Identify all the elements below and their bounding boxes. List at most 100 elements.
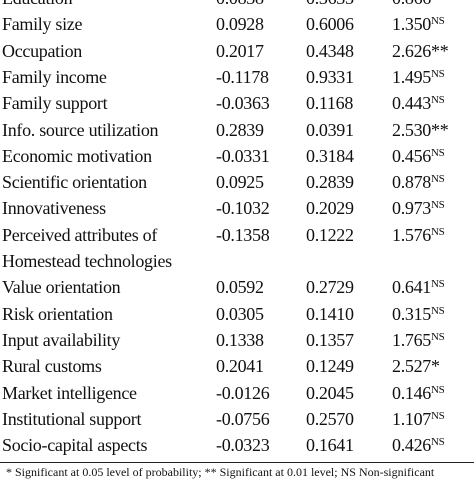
row-label: Institutional support [2, 408, 142, 429]
t-value-text: 1.350 [392, 14, 432, 35]
coefficient: 0.2041 [216, 356, 264, 377]
t-value-text: 2.626** [392, 40, 449, 61]
row-label: Economic motivation [2, 145, 152, 166]
t-value: 2.530** [392, 119, 449, 141]
significance: NS [431, 330, 445, 343]
footnote: * Significant at 0.05 level of probabili… [6, 465, 435, 479]
t-value: 0.866 [392, 0, 431, 9]
t-value: 2.527* [392, 355, 440, 377]
std-error: 0.1168 [306, 93, 354, 114]
t-value-text: 2.527* [392, 356, 440, 377]
t-value: 0.443NS [392, 92, 445, 114]
t-value: 1.495NS [392, 66, 445, 88]
coefficient: 0.2017 [216, 40, 264, 61]
coefficient: -0.1032 [216, 198, 270, 219]
t-value-text: 0.641 [392, 277, 432, 298]
std-error: 0.2045 [306, 382, 354, 403]
row-label: Family income [2, 66, 107, 87]
t-value: 1.765NS [392, 329, 445, 351]
row-label-cont: Homestead technologies [2, 251, 172, 271]
std-error: 0.0391 [306, 119, 354, 140]
table-rule [0, 462, 474, 463]
coefficient: 0.1338 [216, 329, 264, 350]
t-value: 0.973NS [392, 197, 445, 219]
significance: NS [431, 146, 445, 159]
std-error: 0.1641 [306, 435, 354, 456]
std-error: 0.2839 [306, 172, 354, 193]
significance: NS [431, 199, 445, 212]
t-value: 0.426NS [392, 434, 445, 456]
coefficient: -0.0756 [216, 408, 270, 429]
t-value-text: 0.443 [392, 93, 432, 114]
t-value: 1.350NS [392, 13, 445, 35]
t-value: 1.107NS [392, 408, 445, 430]
t-value-text: 1.495 [392, 66, 432, 87]
significance: NS [431, 409, 445, 422]
significance: NS [431, 15, 445, 28]
row-label: Education [2, 0, 73, 9]
row-label: Socio-capital aspects [2, 435, 148, 456]
t-value-text: 1.107 [392, 408, 432, 429]
significance: NS [431, 225, 445, 238]
std-error: 0.6006 [306, 14, 354, 35]
coefficient: -0.0126 [216, 382, 270, 403]
coefficient: 0.0925 [216, 172, 264, 193]
std-error: 0.2570 [306, 408, 354, 429]
t-value-text: 1.576 [392, 224, 432, 245]
significance: NS [431, 278, 445, 291]
row-label: Family size [2, 14, 83, 35]
row-label: Input availability [2, 329, 121, 350]
significance: NS [431, 304, 445, 317]
t-value: 0.641NS [392, 276, 445, 298]
row-label: Perceived attributes of [2, 224, 158, 245]
std-error: 0.2729 [306, 277, 354, 298]
std-error: 0.3635 [306, 0, 354, 9]
significance: NS [431, 173, 445, 186]
coefficient: 0.0928 [216, 14, 264, 35]
coefficient: 0.2839 [216, 119, 264, 140]
significance: NS [431, 94, 445, 107]
row-label: Info. source utilization [2, 119, 159, 140]
std-error: 0.1410 [306, 303, 354, 324]
coefficient: 0.0305 [216, 303, 264, 324]
std-error: 0.4348 [306, 40, 354, 61]
t-value: 2.626** [392, 40, 449, 62]
t-value-text: 0.146 [392, 382, 432, 403]
coefficient: -0.0363 [216, 93, 270, 114]
std-error: 0.1357 [306, 329, 354, 350]
row-label: Market intelligence [2, 382, 137, 403]
t-value-text: 0.866 [392, 0, 431, 8]
coefficient: -0.0323 [216, 435, 270, 456]
std-error: 0.2029 [306, 198, 354, 219]
t-value-text: 0.973 [392, 198, 432, 219]
coefficient: 0.0592 [216, 277, 264, 298]
t-value-text: 0.456 [392, 145, 432, 166]
row-label: Innovativeness [2, 198, 106, 219]
t-value-text: 2.530** [392, 119, 449, 140]
row-label: Value orientation [2, 277, 121, 298]
std-error: 0.9331 [306, 66, 354, 87]
coefficient: -0.1178 [216, 66, 269, 87]
significance: NS [431, 383, 445, 396]
row-label: Family support [2, 93, 108, 114]
row-label: Risk orientation [2, 303, 113, 324]
t-value-text: 0.878 [392, 172, 432, 193]
t-value: 1.576NS [392, 224, 445, 246]
coefficient: -0.0331 [216, 145, 270, 166]
t-value-text: 0.315 [392, 303, 432, 324]
significance: NS [431, 67, 445, 80]
row-label: Rural customs [2, 356, 102, 377]
coefficient: -0.1358 [216, 224, 270, 245]
t-value-text: 0.426 [392, 435, 432, 456]
t-value-text: 1.765 [392, 329, 432, 350]
std-error: 0.1249 [306, 356, 354, 377]
std-error: 0.3184 [306, 145, 354, 166]
row-label: Scientific orientation [2, 172, 147, 193]
t-value: 0.315NS [392, 303, 445, 325]
t-value: 0.146NS [392, 382, 445, 404]
t-value: 0.456NS [392, 145, 445, 167]
significance: NS [431, 436, 445, 449]
t-value: 0.878NS [392, 171, 445, 193]
coefficient: 0.0838 [216, 0, 264, 9]
